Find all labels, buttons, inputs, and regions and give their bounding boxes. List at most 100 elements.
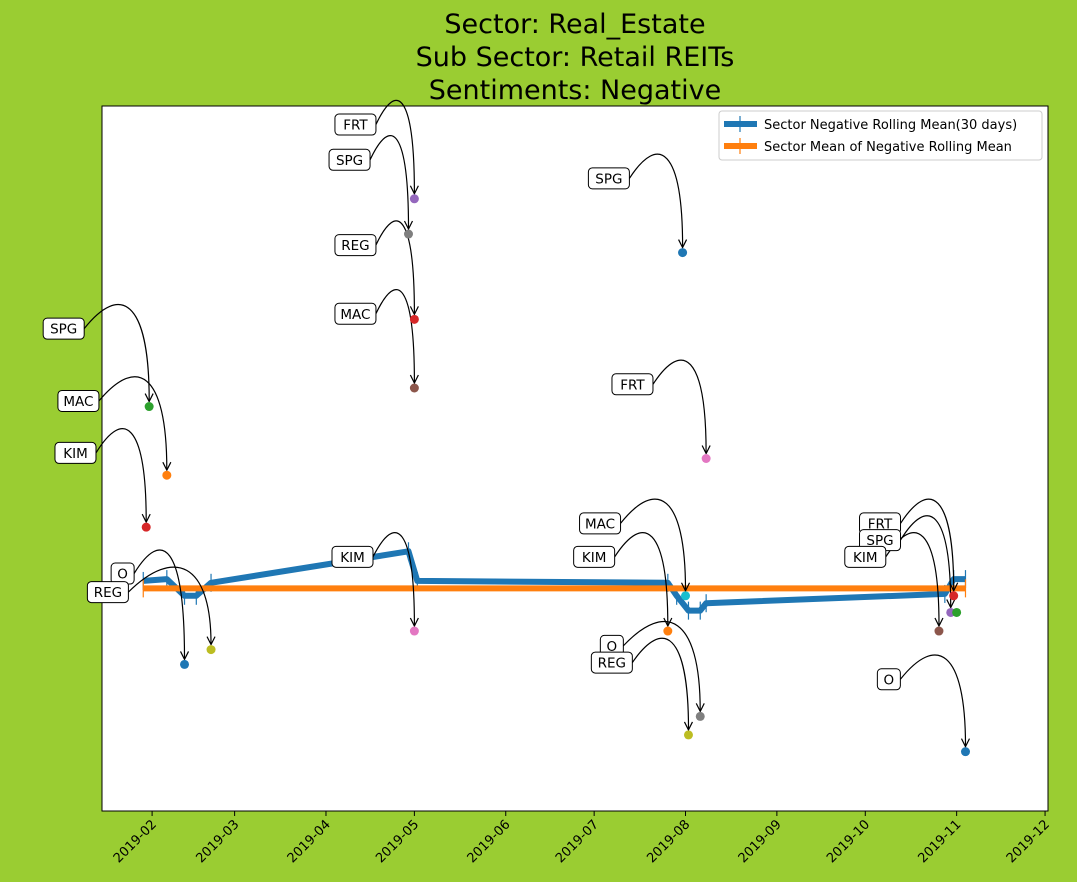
annotation-arrow: [622, 620, 701, 711]
annotation-box: [331, 545, 374, 568]
annotation-arrowhead: [701, 445, 711, 455]
scatter-point: [949, 591, 959, 601]
annotation-arrowhead: [678, 239, 688, 249]
annotation-arrow: [375, 220, 415, 314]
scatter-point: [141, 522, 151, 532]
legend-box: [718, 110, 1043, 161]
annotation-box: [876, 668, 901, 691]
annotation-arrowhead: [141, 513, 151, 524]
annotation-arrow: [899, 498, 955, 590]
annotation-label: MAC: [340, 307, 370, 323]
x-tick-label: 2019-10: [824, 817, 873, 866]
x-tick-label: 2019-03: [193, 817, 242, 866]
annotation-labels-layer: SPGMACKIMOREGFRTSPGREGMACKIMSPGFRTMACKIM…: [42, 113, 902, 691]
annotation-label: REG: [598, 656, 626, 672]
scatter-point: [144, 402, 154, 412]
annotation-arrow: [83, 303, 150, 401]
annotation-arrow: [899, 515, 952, 607]
annotation-arrowhead: [683, 721, 693, 732]
annotation-arrowhead: [206, 636, 216, 646]
annotation-box: [328, 148, 371, 171]
annotation-box: [42, 317, 85, 340]
annotation-label: MAC: [63, 394, 93, 410]
annotation-label: FRT: [868, 516, 893, 532]
annotation-arrowhead: [409, 306, 419, 316]
annotation-box: [334, 302, 377, 325]
x-tick-label: 2019-07: [553, 817, 602, 866]
annotation-arrow: [375, 289, 415, 383]
annotation-arrow: [133, 549, 186, 659]
scatter-point: [206, 645, 216, 655]
annotation-arrowhead: [949, 582, 959, 593]
annotation-arrow: [127, 566, 212, 644]
annotation-arrow: [375, 99, 415, 193]
annotation-label: O: [117, 567, 128, 583]
annotation-label: SPG: [50, 322, 77, 338]
annotation-arrowhead: [179, 651, 190, 661]
legend-label: Sector Mean of Negative Rolling Mean: [764, 140, 1012, 155]
annotation-label: KIM: [63, 446, 87, 462]
scatter-point: [409, 626, 419, 636]
annotation-arrowhead: [144, 393, 154, 403]
annotation-arrowhead: [403, 220, 414, 231]
scatter-point: [683, 730, 693, 740]
x-axis: 2019-02 2019-03 2019-04 2019-05 2019-06 2019-…: [111, 811, 1053, 866]
annotation-box: [57, 389, 100, 412]
annotation-label: FRT: [620, 377, 645, 393]
annotation-arrow: [95, 428, 147, 522]
annotation-arrow: [628, 153, 684, 247]
x-tick-label: 2019-02: [111, 817, 160, 866]
legend-label: Sector Negative Rolling Mean(30 days): [764, 118, 1017, 133]
scatter-point: [701, 454, 711, 463]
annotation-box: [587, 167, 630, 190]
annotation-box: [334, 234, 377, 257]
x-tick-label: 2019-05: [373, 817, 422, 866]
annotation-arrowhead: [680, 582, 691, 593]
annotation-box: [54, 441, 97, 464]
annotation-box: [579, 512, 622, 535]
x-tick-label: 2019-11: [915, 817, 964, 866]
scatter-point: [409, 383, 419, 393]
annotation-box: [611, 373, 654, 396]
annotation-arrowhead: [960, 738, 971, 748]
annotation-box: [334, 113, 377, 136]
scatter-point: [681, 591, 691, 601]
x-tick-label: 2019-06: [465, 817, 514, 866]
scatter-point: [960, 747, 970, 757]
x-tick-label: 2019-08: [644, 817, 693, 866]
annotation-arrow: [98, 376, 168, 470]
scatter-point: [162, 470, 172, 480]
annotation-label: KIM: [582, 550, 606, 566]
annotation-arrowhead: [162, 461, 172, 472]
scatter-point: [409, 314, 419, 324]
annotation-arrow: [614, 532, 669, 626]
annotation-label: SPG: [866, 533, 893, 549]
annotation-label: O: [607, 639, 618, 655]
annotation-arrowhead: [946, 599, 956, 609]
scatter-point: [678, 248, 688, 258]
chart-title-line-2: Sub Sector: Retail REITs: [416, 42, 735, 73]
x-tick-label: 2019-09: [736, 817, 785, 866]
annotation-arrowhead: [409, 617, 419, 628]
annotation-arrow: [620, 498, 687, 590]
scatter-point: [403, 229, 413, 239]
chart-title-line-1: Sector: Real_Estate: [444, 9, 705, 40]
annotation-label: MAC: [585, 516, 615, 532]
scatter-point: [409, 194, 419, 204]
annotation-arrow: [652, 359, 707, 453]
scatter-point: [695, 711, 705, 721]
scatter-point: [934, 626, 944, 636]
scatter-point: [663, 626, 673, 636]
x-tick-label: 2019-12: [1004, 817, 1053, 866]
chart-title-line-3: Sentiments: Negative: [429, 75, 721, 106]
annotation-arrow: [372, 532, 415, 626]
annotation-box: [86, 581, 129, 604]
annotation-arrowhead: [695, 703, 705, 713]
annotation-label: KIM: [853, 550, 877, 566]
annotation-arrow: [631, 637, 690, 729]
annotation-arrowhead: [663, 617, 673, 628]
series-layer: [142, 542, 967, 620]
annotation-label: REG: [341, 238, 369, 254]
annotation-arrows-layer: [83, 99, 971, 748]
